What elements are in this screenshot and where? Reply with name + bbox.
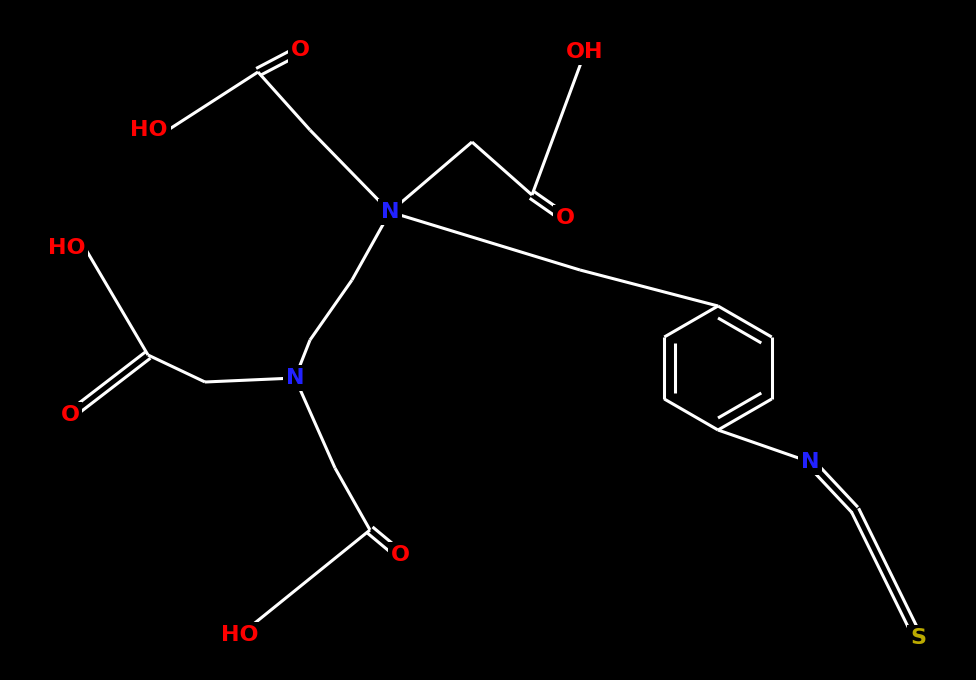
Text: N: N bbox=[381, 202, 399, 222]
Text: O: O bbox=[61, 405, 79, 425]
Text: O: O bbox=[291, 40, 309, 60]
Text: S: S bbox=[910, 628, 926, 648]
Text: N: N bbox=[286, 368, 305, 388]
Text: N: N bbox=[800, 452, 819, 472]
Text: OH: OH bbox=[566, 42, 604, 62]
Text: HO: HO bbox=[131, 120, 168, 140]
Text: HO: HO bbox=[222, 625, 259, 645]
Text: O: O bbox=[555, 208, 575, 228]
Text: O: O bbox=[390, 545, 410, 565]
Text: HO: HO bbox=[48, 238, 85, 258]
